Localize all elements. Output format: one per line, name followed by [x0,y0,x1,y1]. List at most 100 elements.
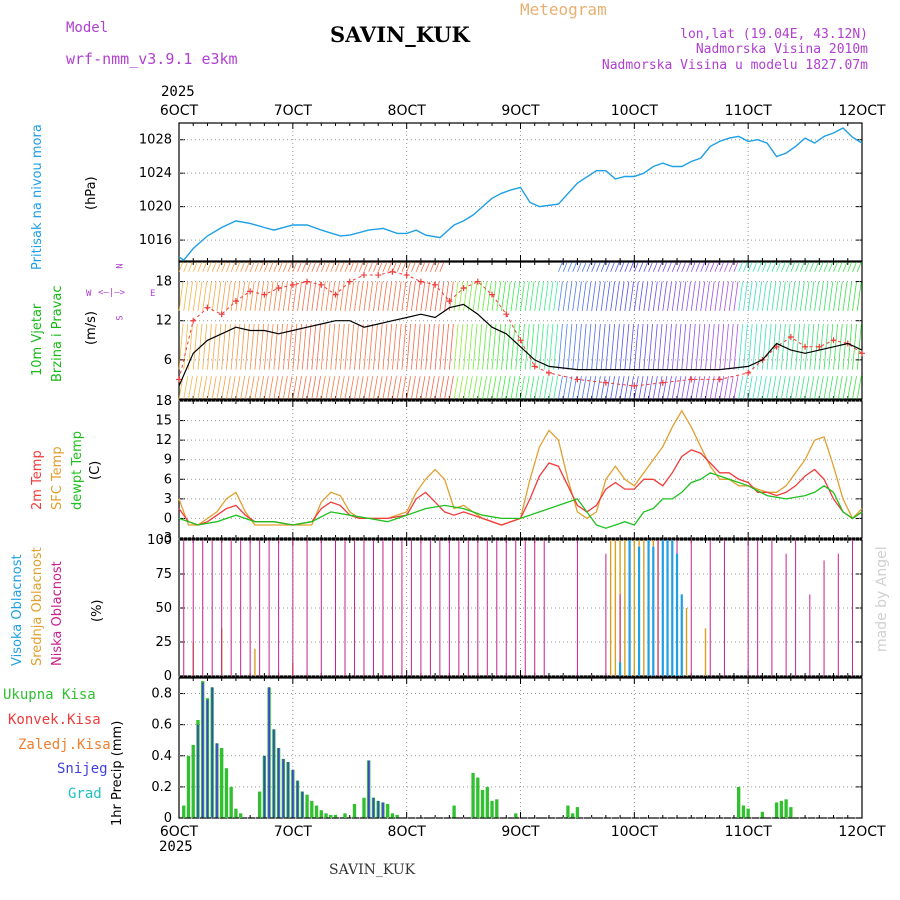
wind-barb [396,261,402,272]
precip-bar-snow [282,758,285,818]
wind-barb [856,261,862,272]
precip-bar-total [476,777,480,818]
wind-barb [714,281,720,311]
wind-barb [852,376,857,400]
wind-compass: N W E S <—|—> [86,261,156,325]
wind-barb [330,323,336,370]
wind-barb [823,261,829,272]
precip-bar-snow [296,780,299,818]
wind-barb [448,281,454,311]
wind-barb [837,261,843,272]
x-label-bottom: 9OCT [501,824,540,840]
wind-barb [358,323,364,370]
wind-barb [439,376,445,400]
wind-barb [814,261,819,272]
wind-barb [501,323,506,370]
wind-barb [415,281,421,311]
x-label-top: 6OCT [160,103,199,119]
precip-bar-total [480,790,485,818]
wind-barb [657,261,663,272]
wind-barb [652,281,658,311]
wind-barb [776,281,782,311]
wind-barb [600,323,606,370]
wind-barb [505,376,511,400]
wind-barb [747,281,753,311]
wind-barb [681,261,687,272]
wind-barb [425,323,431,370]
wind-barb [268,376,274,400]
wind-barb [529,323,535,370]
legend-snow: Snijeg [57,761,108,777]
precip-bar-snow [201,682,204,818]
wind-barb [439,323,445,370]
wind-barb [562,376,568,400]
precip-bar-snow [287,762,289,818]
wind-barb [325,261,331,272]
wind-barb [344,261,350,272]
precip-bar-total [333,814,338,818]
wind-barb [619,261,625,272]
wind-barb [572,281,578,311]
wind-barb [833,261,838,272]
wind-barb [254,281,260,311]
wind-barb [709,376,715,400]
wind-gust-marker [574,376,581,383]
wind-barb [690,281,696,311]
wind-barb [581,281,587,311]
wind-barb [278,281,284,311]
wind-barb [804,261,810,272]
wind-gust-marker [517,337,524,344]
wind-barb [638,281,644,311]
legend-total: Ukupna Kisa [3,687,96,703]
wind-barb [633,376,639,400]
wind-barb [463,376,468,400]
wind-gust-marker [716,376,723,383]
wind-gust-marker [745,369,752,376]
temp-y-tick-label: 0 [164,511,172,526]
wind-barb [795,376,800,400]
wind-barb [235,323,241,370]
wind-barb [387,376,393,400]
model-label: Model [66,20,109,36]
wind-barb [226,323,231,370]
wind-barb [558,376,563,400]
temp-sfc-line [178,409,863,526]
wind-gust-marker [346,278,353,285]
wind-barb [363,281,369,311]
wind-barb [671,281,677,311]
wind-barb [183,261,189,272]
wind-barb [600,281,606,311]
precip-bar-total [305,794,309,818]
wind-barb [624,281,630,311]
wind-barb [543,376,549,400]
wind-barb [614,376,620,400]
wind-barb [207,323,212,370]
x-label-bottom: 10OCT [611,824,659,840]
wind-barb [515,281,521,311]
precip-bar-total [575,807,580,818]
wind-barb [529,376,535,400]
wind-barb [245,281,250,311]
wind-barb [643,376,649,400]
precip-y-tick-label: 0.4 [151,749,172,764]
wind-barb [743,376,748,400]
wind-barb [320,323,326,370]
wind-barb [306,261,312,272]
wind-barb [287,281,293,311]
wind-barb [548,376,554,400]
wind-barb [757,261,763,272]
wind-barb [249,376,255,400]
wind-barb [643,281,649,311]
wind-barb [856,281,862,311]
wind-barb [301,261,307,272]
legend-hail: Grad [68,786,102,802]
wind-barb [752,261,758,272]
x-label-top: 7OCT [274,103,313,119]
wind-barb [444,376,450,400]
wind-barb [458,376,464,400]
wind-barb [529,281,535,311]
precip-bar-snow [367,760,370,818]
wind-barb [282,261,288,272]
wind-barb [349,261,355,272]
